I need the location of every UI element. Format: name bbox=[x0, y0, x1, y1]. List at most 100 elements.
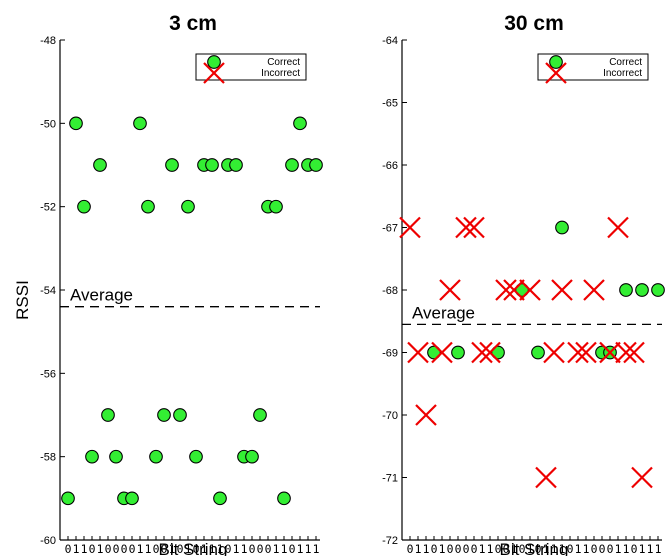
legend-label: Incorrect bbox=[261, 68, 300, 79]
x-tick-label: 1 bbox=[615, 542, 622, 556]
data-point-incorrect bbox=[479, 341, 501, 364]
x-tick-label: 0 bbox=[105, 542, 112, 556]
data-point-incorrect bbox=[407, 341, 429, 364]
x-tick-label: 1 bbox=[575, 542, 582, 556]
x-marker-stroke bbox=[583, 279, 605, 301]
data-point-correct bbox=[451, 345, 465, 360]
x-axis-label: Bit String bbox=[500, 540, 569, 556]
data-point-correct bbox=[61, 491, 75, 506]
x-tick-label: 0 bbox=[129, 542, 136, 556]
data-point-correct bbox=[165, 158, 179, 172]
data-point-incorrect bbox=[503, 279, 525, 301]
plot-area: -72-71-70-69-68-67-66-65-640 1 1 0 1 0 0 0 0 1 1 0 0… bbox=[382, 35, 665, 556]
data-point-incorrect bbox=[543, 341, 565, 364]
data-point-correct bbox=[635, 283, 649, 297]
y-tick-label: -70 bbox=[382, 410, 398, 422]
x-tick-label: 1 bbox=[233, 542, 240, 556]
x-tick-label: 0 bbox=[631, 542, 638, 556]
data-point-correct bbox=[157, 408, 171, 422]
legend-marker-correct bbox=[549, 55, 563, 69]
average-label: Average bbox=[70, 286, 133, 305]
data-point-correct bbox=[285, 158, 299, 172]
x-tick-label: 1 bbox=[201, 542, 208, 556]
x-marker-stroke bbox=[551, 279, 573, 301]
x-tick-label: 1 bbox=[583, 542, 590, 556]
x-tick-label: 1 bbox=[281, 542, 288, 556]
panel-3cm: 3 cm RSSI Bit String -60 -58 -56 -54 -52 -50 -… bbox=[13, 12, 323, 556]
x-tick-label: 1 bbox=[81, 542, 88, 556]
data-point-correct bbox=[77, 199, 91, 214]
x-tick-label: 1 bbox=[559, 542, 566, 556]
data-point-incorrect bbox=[623, 341, 645, 364]
x-tick-label: 0 bbox=[289, 542, 296, 556]
x-tick-label: 1 bbox=[639, 542, 646, 556]
data-point-incorrect bbox=[583, 279, 605, 301]
x-tick-label: 1 bbox=[423, 542, 430, 556]
data-point-correct bbox=[181, 199, 195, 214]
data-point-incorrect bbox=[615, 341, 637, 364]
data-point-correct bbox=[141, 199, 155, 214]
x-marker-stroke bbox=[399, 216, 421, 239]
data-point-correct bbox=[293, 116, 307, 131]
x-tick-label: 0 bbox=[447, 542, 454, 556]
x-tick-label: 1 bbox=[479, 542, 486, 556]
x-tick-label: 1 bbox=[209, 542, 216, 556]
data-point-incorrect bbox=[439, 279, 461, 301]
y-tick-label: -65 bbox=[382, 98, 398, 110]
x-tick-label: 0 bbox=[193, 542, 200, 556]
y-tick-label: -69 bbox=[382, 348, 398, 360]
data-point-correct bbox=[651, 283, 665, 297]
data-point-correct bbox=[133, 116, 147, 131]
data-point-incorrect bbox=[567, 341, 589, 364]
x-marker-stroke bbox=[431, 341, 453, 364]
data-point-correct bbox=[109, 449, 123, 464]
x-marker-stroke bbox=[439, 279, 461, 301]
x-tick-label: 0 bbox=[177, 542, 184, 556]
data-point-correct bbox=[253, 408, 267, 422]
legend-marker-incorrect bbox=[545, 62, 567, 84]
x-marker-stroke bbox=[607, 216, 629, 239]
x-tick-label: 1 bbox=[487, 542, 494, 556]
x-tick-label: 0 bbox=[265, 542, 272, 556]
x-tick-label: 0 bbox=[567, 542, 574, 556]
x-tick-label: 1 bbox=[551, 542, 558, 556]
x-tick-label: 1 bbox=[655, 542, 662, 556]
data-point-correct bbox=[173, 408, 187, 422]
x-tick-label: 1 bbox=[217, 542, 224, 556]
y-tick-label: -54 bbox=[40, 285, 56, 297]
data-point-correct bbox=[555, 220, 569, 235]
legend-label: Correct bbox=[267, 57, 300, 68]
data-point-correct bbox=[125, 491, 139, 506]
x-tick-label: 0 bbox=[113, 542, 120, 556]
x-axis-label: Bit String bbox=[159, 540, 228, 556]
x-tick-label: 0 bbox=[161, 542, 168, 556]
x-tick-label: 1 bbox=[305, 542, 312, 556]
x-tick-label: 0 bbox=[519, 542, 526, 556]
y-tick-label: -58 bbox=[40, 452, 56, 464]
x-tick-label: 0 bbox=[495, 542, 502, 556]
y-tick-label: -72 bbox=[382, 535, 398, 547]
x-marker-stroke bbox=[519, 279, 541, 301]
y-tick-label: -60 bbox=[40, 535, 56, 547]
y-axis-label: RSSI bbox=[13, 280, 32, 320]
data-point-incorrect bbox=[631, 466, 653, 489]
x-marker-stroke bbox=[455, 216, 477, 239]
data-point-incorrect bbox=[399, 216, 421, 239]
data-point-incorrect bbox=[535, 466, 557, 489]
data-point-incorrect bbox=[415, 404, 437, 426]
x-tick-label: 1 bbox=[543, 542, 550, 556]
data-point-incorrect bbox=[551, 279, 573, 301]
data-point-correct bbox=[491, 345, 505, 360]
x-marker-stroke bbox=[503, 279, 525, 301]
x-tick-label: 1 bbox=[145, 542, 152, 556]
x-tick-label: 0 bbox=[455, 542, 462, 556]
data-point-incorrect bbox=[495, 279, 517, 301]
x-tick-label: 0 bbox=[153, 542, 160, 556]
data-point-correct bbox=[309, 158, 323, 172]
x-marker-stroke bbox=[623, 341, 645, 364]
plot-area: -60-58-56-54-52-50-480 1 1 0 1 0 0 0 0 1 1 0 0 1 0 1 0 1 1… bbox=[40, 35, 323, 556]
x-tick-label: 0 bbox=[65, 542, 72, 556]
data-point-incorrect bbox=[575, 341, 597, 364]
data-point-correct bbox=[277, 491, 291, 506]
